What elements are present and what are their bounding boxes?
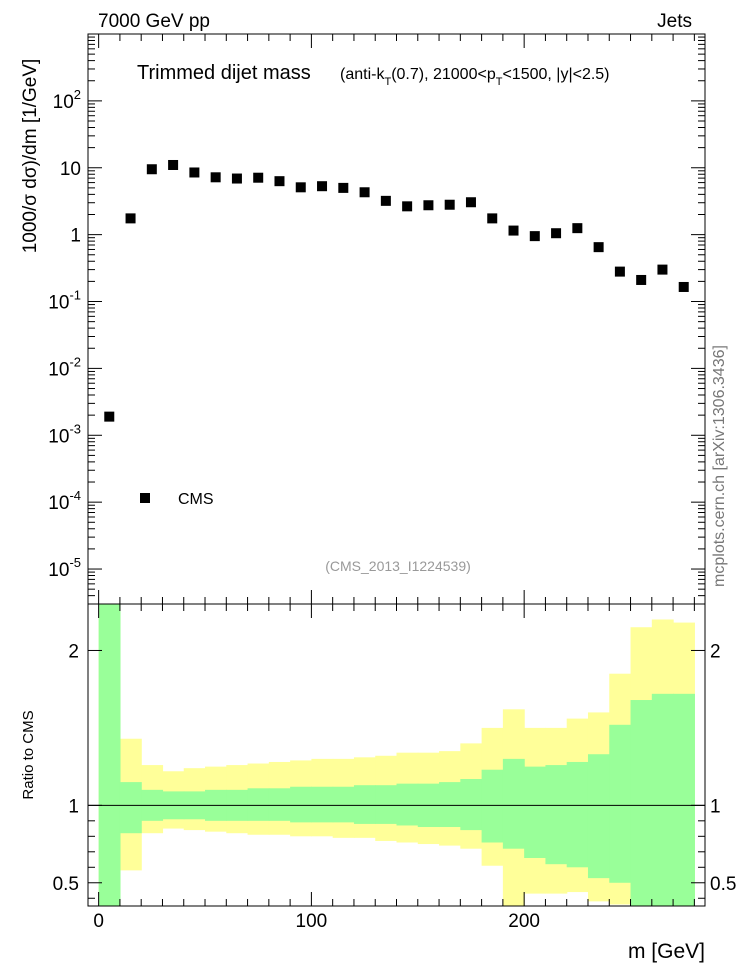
data-point <box>572 223 583 234</box>
data-point <box>614 266 625 277</box>
band-bin <box>439 782 461 828</box>
y-tick-label: 10-3 <box>48 421 81 447</box>
main-plot: 10-5 10-4 10-3 10-2 10-1 1 10 102 Trimmed dijet… <box>20 33 706 605</box>
data-point <box>402 201 413 212</box>
band-bin <box>375 785 398 824</box>
data-point <box>465 197 476 208</box>
data-point <box>146 164 157 175</box>
ratio-y-tick-label-right: 0.5 <box>710 874 736 895</box>
band-bin <box>268 788 291 821</box>
y-tick-label: 10-4 <box>48 488 81 514</box>
ratio-x-tick-labels: 0 100 200 <box>93 911 540 932</box>
band-bin <box>587 754 610 879</box>
band-bin <box>119 782 142 834</box>
data-point <box>551 228 562 239</box>
data-point <box>168 159 179 170</box>
ratio-y-tick-label-right: 1 <box>710 796 721 817</box>
legend-marker <box>140 493 150 503</box>
band-bin <box>609 724 632 883</box>
side-label: mcplots.cern.ch [arXiv:1306.3436] <box>711 345 728 587</box>
data-point <box>274 176 285 187</box>
y-tick-label: 10-5 <box>48 555 81 581</box>
band-bin <box>396 783 419 826</box>
data-point <box>359 187 370 198</box>
band-bin <box>566 761 589 868</box>
band-bin <box>290 786 312 823</box>
ratio-y-tick-label: 1 <box>68 796 79 817</box>
x-tick-label: 0 <box>93 911 104 932</box>
band-bin <box>460 779 483 831</box>
data-point <box>423 200 434 211</box>
data-point <box>508 225 519 236</box>
band-bin <box>353 785 376 824</box>
x-tick-label: 100 <box>296 911 328 932</box>
band-bin <box>332 786 355 823</box>
data-point <box>444 199 455 210</box>
data-point <box>338 182 349 193</box>
data-point <box>231 173 242 184</box>
data-point <box>593 242 604 253</box>
ratio-ticks <box>88 604 705 906</box>
y-tick-label: 10 <box>60 159 81 180</box>
band-bin <box>630 700 653 906</box>
band-bin <box>673 693 695 906</box>
band-bin <box>98 604 121 906</box>
x-tick-label: 200 <box>508 911 540 932</box>
y-tick-label: 1 <box>70 226 81 247</box>
ratio-plot: 0.5 0.5 1 1 2 2 0 100 200 Ratio to CMS m [GeV] <box>20 603 737 963</box>
main-markers <box>104 159 689 422</box>
y-tick-label: 10-1 <box>48 288 81 314</box>
analysis-label: (CMS_2013_I1224539) <box>325 558 471 574</box>
band-bin <box>247 788 270 821</box>
header-left: 7000 GeV pp <box>98 11 210 32</box>
ratio-y-axis-label: Ratio to CMS <box>20 710 37 799</box>
band-bin <box>545 765 568 865</box>
band-bin <box>311 786 334 823</box>
ratio-y-tick-label-right: 2 <box>710 641 721 662</box>
main-ticks <box>88 33 705 605</box>
ratio-y-tick-labels: 0.5 0.5 1 1 2 2 <box>53 641 737 894</box>
band-bin <box>651 693 674 906</box>
band-bin <box>502 758 525 849</box>
plot-title: Trimmed dijet mass <box>137 62 311 84</box>
data-point <box>189 167 200 178</box>
data-point <box>104 411 115 422</box>
data-point <box>487 213 498 224</box>
data-point <box>317 181 328 192</box>
y-axis-label: 1000/σ dσ)/dm [1/GeV] <box>20 59 41 254</box>
main-y-tick-labels: 10-5 10-4 10-3 10-2 10-1 1 10 102 <box>48 87 81 581</box>
header-right: Jets <box>657 11 692 32</box>
ratio-y-tick-label: 2 <box>68 641 79 662</box>
y-tick-label: 10-2 <box>48 354 81 380</box>
ratio-band-green <box>98 604 695 906</box>
data-point <box>253 172 264 183</box>
data-point <box>657 264 668 275</box>
ratio-y-tick-label: 0.5 <box>53 874 79 895</box>
data-point <box>636 274 647 285</box>
band-bin <box>524 766 547 858</box>
data-point <box>380 195 391 206</box>
main-frame <box>87 33 706 605</box>
y-tick-label: 102 <box>53 87 81 113</box>
data-point <box>678 281 689 292</box>
x-axis-label: m [GeV] <box>628 940 705 963</box>
data-point <box>125 213 136 224</box>
data-point <box>295 182 306 193</box>
data-point <box>529 231 540 242</box>
data-point <box>210 172 221 183</box>
plot-subtitle: (anti-kT(0.7), 21000<pT<1500, |y|<2.5) <box>340 66 610 88</box>
band-bin <box>481 769 504 843</box>
legend-label: CMS <box>178 491 214 508</box>
